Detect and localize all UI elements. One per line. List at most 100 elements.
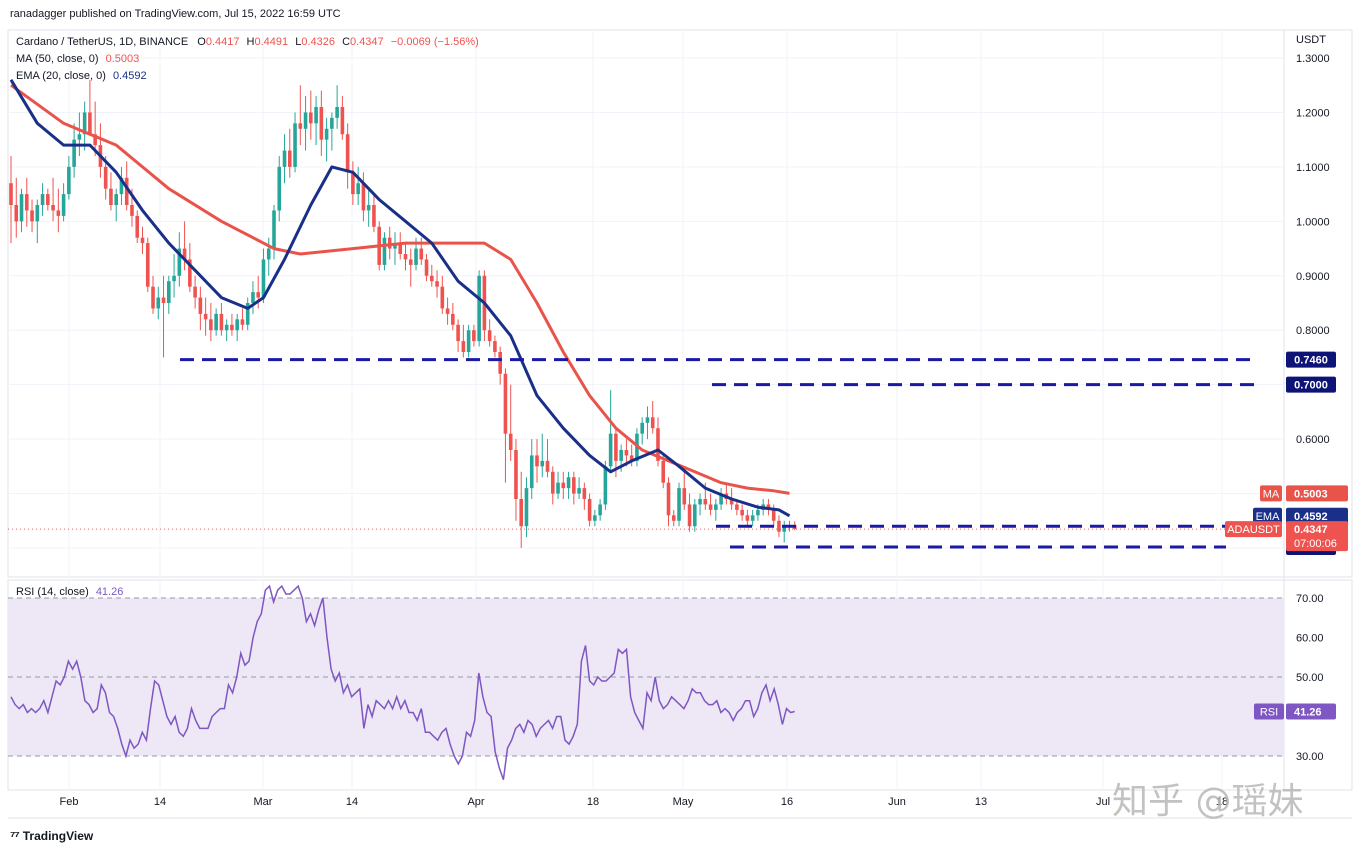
- candle-body: [566, 477, 571, 489]
- candle-body: [519, 499, 524, 527]
- tv-logo-icon: ⁷⁷: [10, 828, 20, 843]
- candle-body: [424, 259, 429, 276]
- candle-body: [561, 482, 566, 489]
- series-price-label: 0.4592: [1294, 511, 1328, 523]
- candle-body: [550, 471, 555, 494]
- candle-body: [608, 433, 613, 467]
- ohlc-open: O0.4417: [197, 36, 240, 48]
- candle-body: [682, 488, 687, 505]
- candle-body: [514, 450, 518, 499]
- ohlc-high: H0.4491: [246, 36, 289, 48]
- time-tick-label: 16: [781, 796, 793, 808]
- candle-body: [235, 319, 239, 331]
- candle-body: [477, 275, 481, 342]
- rsi-name-tag: [1254, 703, 1284, 720]
- candle-body: [46, 194, 50, 205]
- candle-body: [640, 422, 644, 434]
- ema-legend[interactable]: EMA (20, close, 0) 0.4592: [16, 70, 147, 82]
- candle-body: [714, 504, 718, 510]
- candle-body: [671, 515, 676, 521]
- series-name-label: ADAUSDT: [1227, 524, 1280, 536]
- candle-body: [445, 308, 450, 314]
- ema-label: EMA (20, close, 0): [16, 70, 106, 82]
- candle-body: [51, 205, 55, 211]
- ohlc-close: C0.4347: [342, 36, 384, 48]
- ma-label: MA (50, close, 0): [16, 53, 99, 65]
- candle-body: [351, 172, 355, 195]
- candle-body: [456, 324, 460, 342]
- candle-body: [735, 504, 739, 510]
- time-tick-label: Mar: [254, 796, 273, 808]
- candle-body: [324, 128, 329, 140]
- candle-body: [298, 123, 303, 129]
- candle-body: [56, 210, 61, 216]
- ema-value: 0.4592: [112, 70, 147, 82]
- candle-body: [487, 330, 492, 342]
- candle-body: [293, 123, 297, 167]
- candle-body: [77, 134, 82, 140]
- candle-body: [330, 117, 334, 129]
- rsi-tick-label: 30.00: [1296, 751, 1324, 763]
- publisher-line: ranadagger published on TradingView.com,…: [10, 8, 341, 20]
- candle-body: [493, 341, 497, 352]
- candle-body: [771, 509, 776, 521]
- symbol-name: Cardano / TetherUS, 1D, BINANCE: [16, 36, 189, 48]
- series-price-label: 0.5003: [1294, 488, 1328, 500]
- rsi-legend[interactable]: RSI (14, close) 41.26: [16, 586, 123, 598]
- candle-body: [198, 297, 203, 314]
- candle-body: [598, 504, 602, 516]
- candle-body: [251, 292, 255, 303]
- candle-body: [777, 520, 781, 532]
- ma50-line: [10, 83, 790, 495]
- candle-body: [498, 352, 502, 374]
- rsi-line: [10, 584, 795, 780]
- candle-body: [145, 243, 150, 287]
- time-tick-label: Apr: [467, 796, 484, 808]
- candle-body: [382, 237, 387, 265]
- candle-body: [572, 477, 576, 494]
- candle-body: [619, 450, 623, 461]
- candle-body: [109, 188, 113, 205]
- candle-body: [287, 150, 292, 167]
- candle-body: [130, 205, 134, 216]
- time-tick-label: 14: [154, 796, 166, 808]
- candle-body: [214, 313, 218, 331]
- candle-body: [161, 297, 166, 303]
- candle-body: [167, 281, 171, 303]
- tradingview-logo[interactable]: ⁷⁷ TradingView: [10, 828, 93, 843]
- rsi-tick-label: 60.00: [1296, 633, 1324, 645]
- ohlc-low: L0.4326: [295, 36, 335, 48]
- candle-body: [435, 281, 439, 287]
- price-tick-label: 1.0000: [1296, 216, 1330, 228]
- candle-body: [266, 248, 271, 260]
- price-tick-label: 0.6000: [1296, 434, 1330, 446]
- series-name-tag: [1225, 521, 1282, 538]
- candle-body: [782, 526, 787, 532]
- candle-body: [82, 112, 87, 135]
- candle-body: [309, 112, 313, 124]
- rsi-tick-label: 70.00: [1296, 593, 1324, 605]
- time-tick-label: 14: [346, 796, 358, 808]
- series-price-tag: [1286, 521, 1348, 552]
- candle-body: [177, 248, 182, 276]
- candle-body: [503, 373, 508, 434]
- ema20-line: [9, 79, 791, 518]
- candle-body: [398, 243, 403, 254]
- candle-body: [319, 107, 324, 140]
- candle-body: [629, 455, 634, 461]
- candle-body: [393, 243, 397, 249]
- candle-body: [203, 313, 208, 320]
- time-tick-label: 13: [975, 796, 987, 808]
- ma-legend[interactable]: MA (50, close, 0) 0.5003: [16, 53, 139, 65]
- level-price-tag: [1286, 351, 1336, 368]
- candle-body: [661, 460, 666, 483]
- currency-label: USDT: [1296, 34, 1326, 46]
- time-tick-label: 18: [587, 796, 599, 808]
- watermark-text: 知乎 @瑶妹: [1112, 781, 1304, 822]
- candle-body: [577, 488, 581, 494]
- price-tick-label: 0.8000: [1296, 325, 1330, 337]
- price-tick-label: 1.3000: [1296, 53, 1330, 65]
- candle-body: [209, 319, 213, 331]
- candle-body: [703, 499, 708, 505]
